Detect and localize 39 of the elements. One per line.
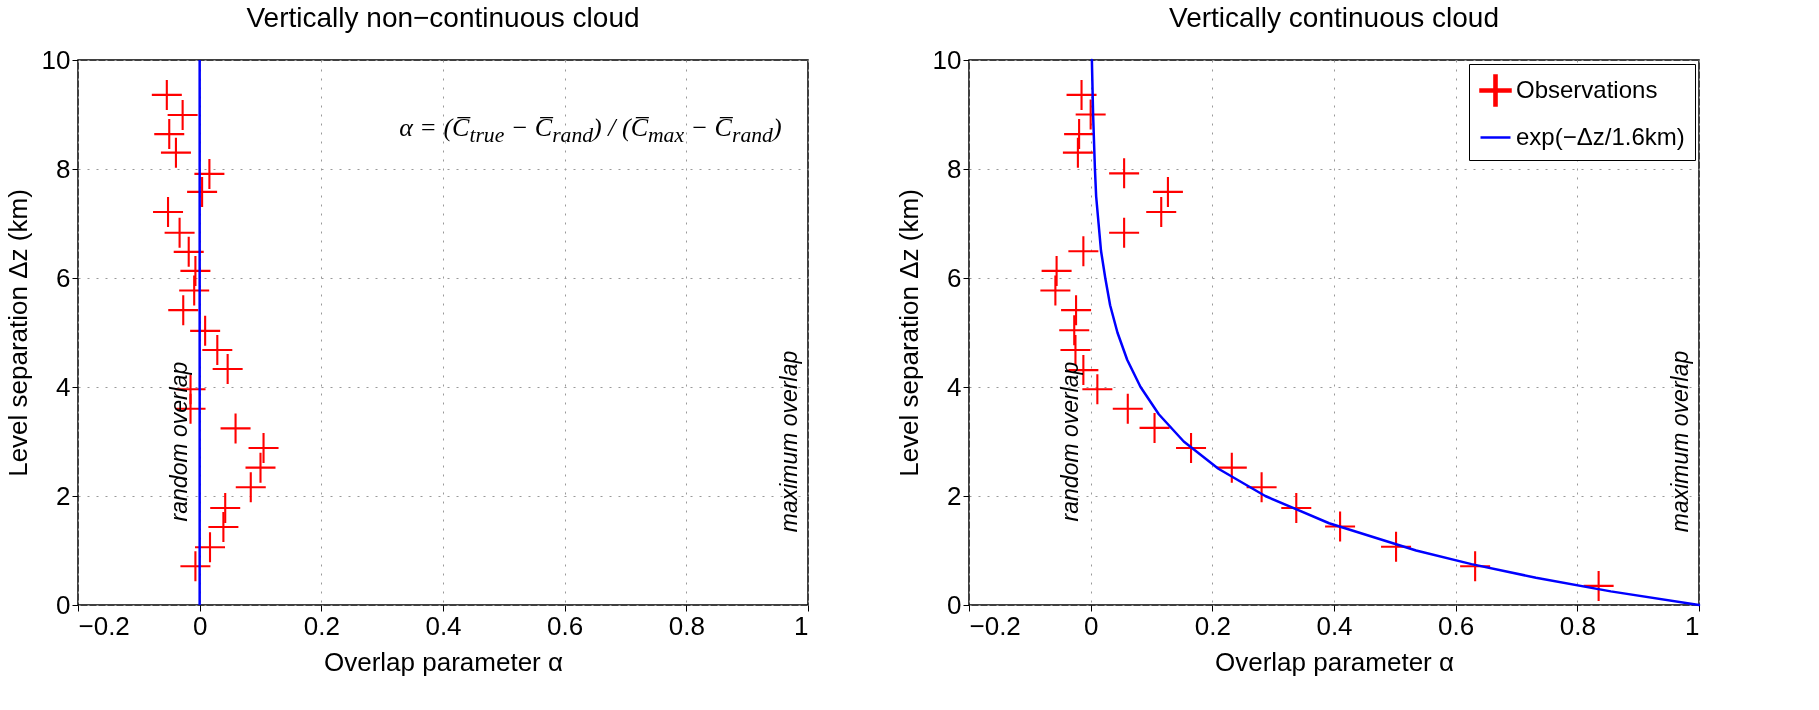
- annotation: maximum overlap: [1667, 350, 1694, 533]
- x-tick-label: 0.4: [425, 610, 462, 641]
- legend-label: Observations: [1516, 75, 1658, 103]
- x-tick-label: 1: [794, 610, 809, 641]
- annotation: random overlap: [1057, 361, 1085, 522]
- y-tick-label: 2: [56, 480, 71, 511]
- x-axis-title: Overlap parameter α: [1214, 646, 1455, 677]
- y-tick-label: 8: [947, 153, 962, 184]
- chart-title: Vertically continuous cloud: [1169, 2, 1499, 33]
- y-tick-label: 2: [947, 480, 962, 511]
- x-tick-label: 0: [192, 610, 208, 641]
- y-tick-label: 4: [947, 371, 962, 402]
- x-tick-label: 0.4: [1316, 610, 1353, 641]
- y-tick-label: 0: [56, 589, 71, 620]
- y-tick-label: 4: [56, 371, 71, 402]
- y-tick-label: 10: [41, 44, 71, 75]
- x-tick-label: 1: [1685, 610, 1700, 641]
- legend-label: exp(−Δz/1.6km): [1516, 122, 1685, 150]
- x-tick-label: 0.2: [1194, 610, 1231, 641]
- x-tick-label: 0.8: [668, 610, 705, 641]
- x-tick-label: −0.2: [78, 610, 130, 641]
- x-tick-label: −0.2: [969, 610, 1021, 641]
- text: α = (C̅$_{true}$ − C̅$_{rand}$) / (C̅$_{max}$ − C̅$_{rand}$): [399, 113, 782, 148]
- y-tick-label: 6: [56, 262, 71, 293]
- x-tick-label: 0.2: [303, 610, 340, 641]
- x-tick-label: 0.8: [1559, 610, 1596, 641]
- x-tick-label: 0: [1083, 610, 1099, 641]
- x-tick-label: 0.6: [547, 610, 584, 641]
- y-axis-title: Level separation Δz (km): [2, 189, 33, 477]
- annotation: random overlap: [166, 361, 194, 522]
- chart-title: Vertically non−continuous cloud: [246, 2, 640, 33]
- y-tick-label: 10: [932, 44, 962, 75]
- x-tick-label: 0.6: [1438, 610, 1475, 641]
- y-tick-label: 6: [947, 262, 962, 293]
- x-axis-title: Overlap parameter α: [323, 646, 564, 677]
- y-tick-label: 8: [56, 153, 71, 184]
- y-tick-label: 0: [947, 589, 962, 620]
- y-axis-title: Level separation Δz (km): [893, 189, 924, 477]
- annotation: maximum overlap: [776, 350, 803, 533]
